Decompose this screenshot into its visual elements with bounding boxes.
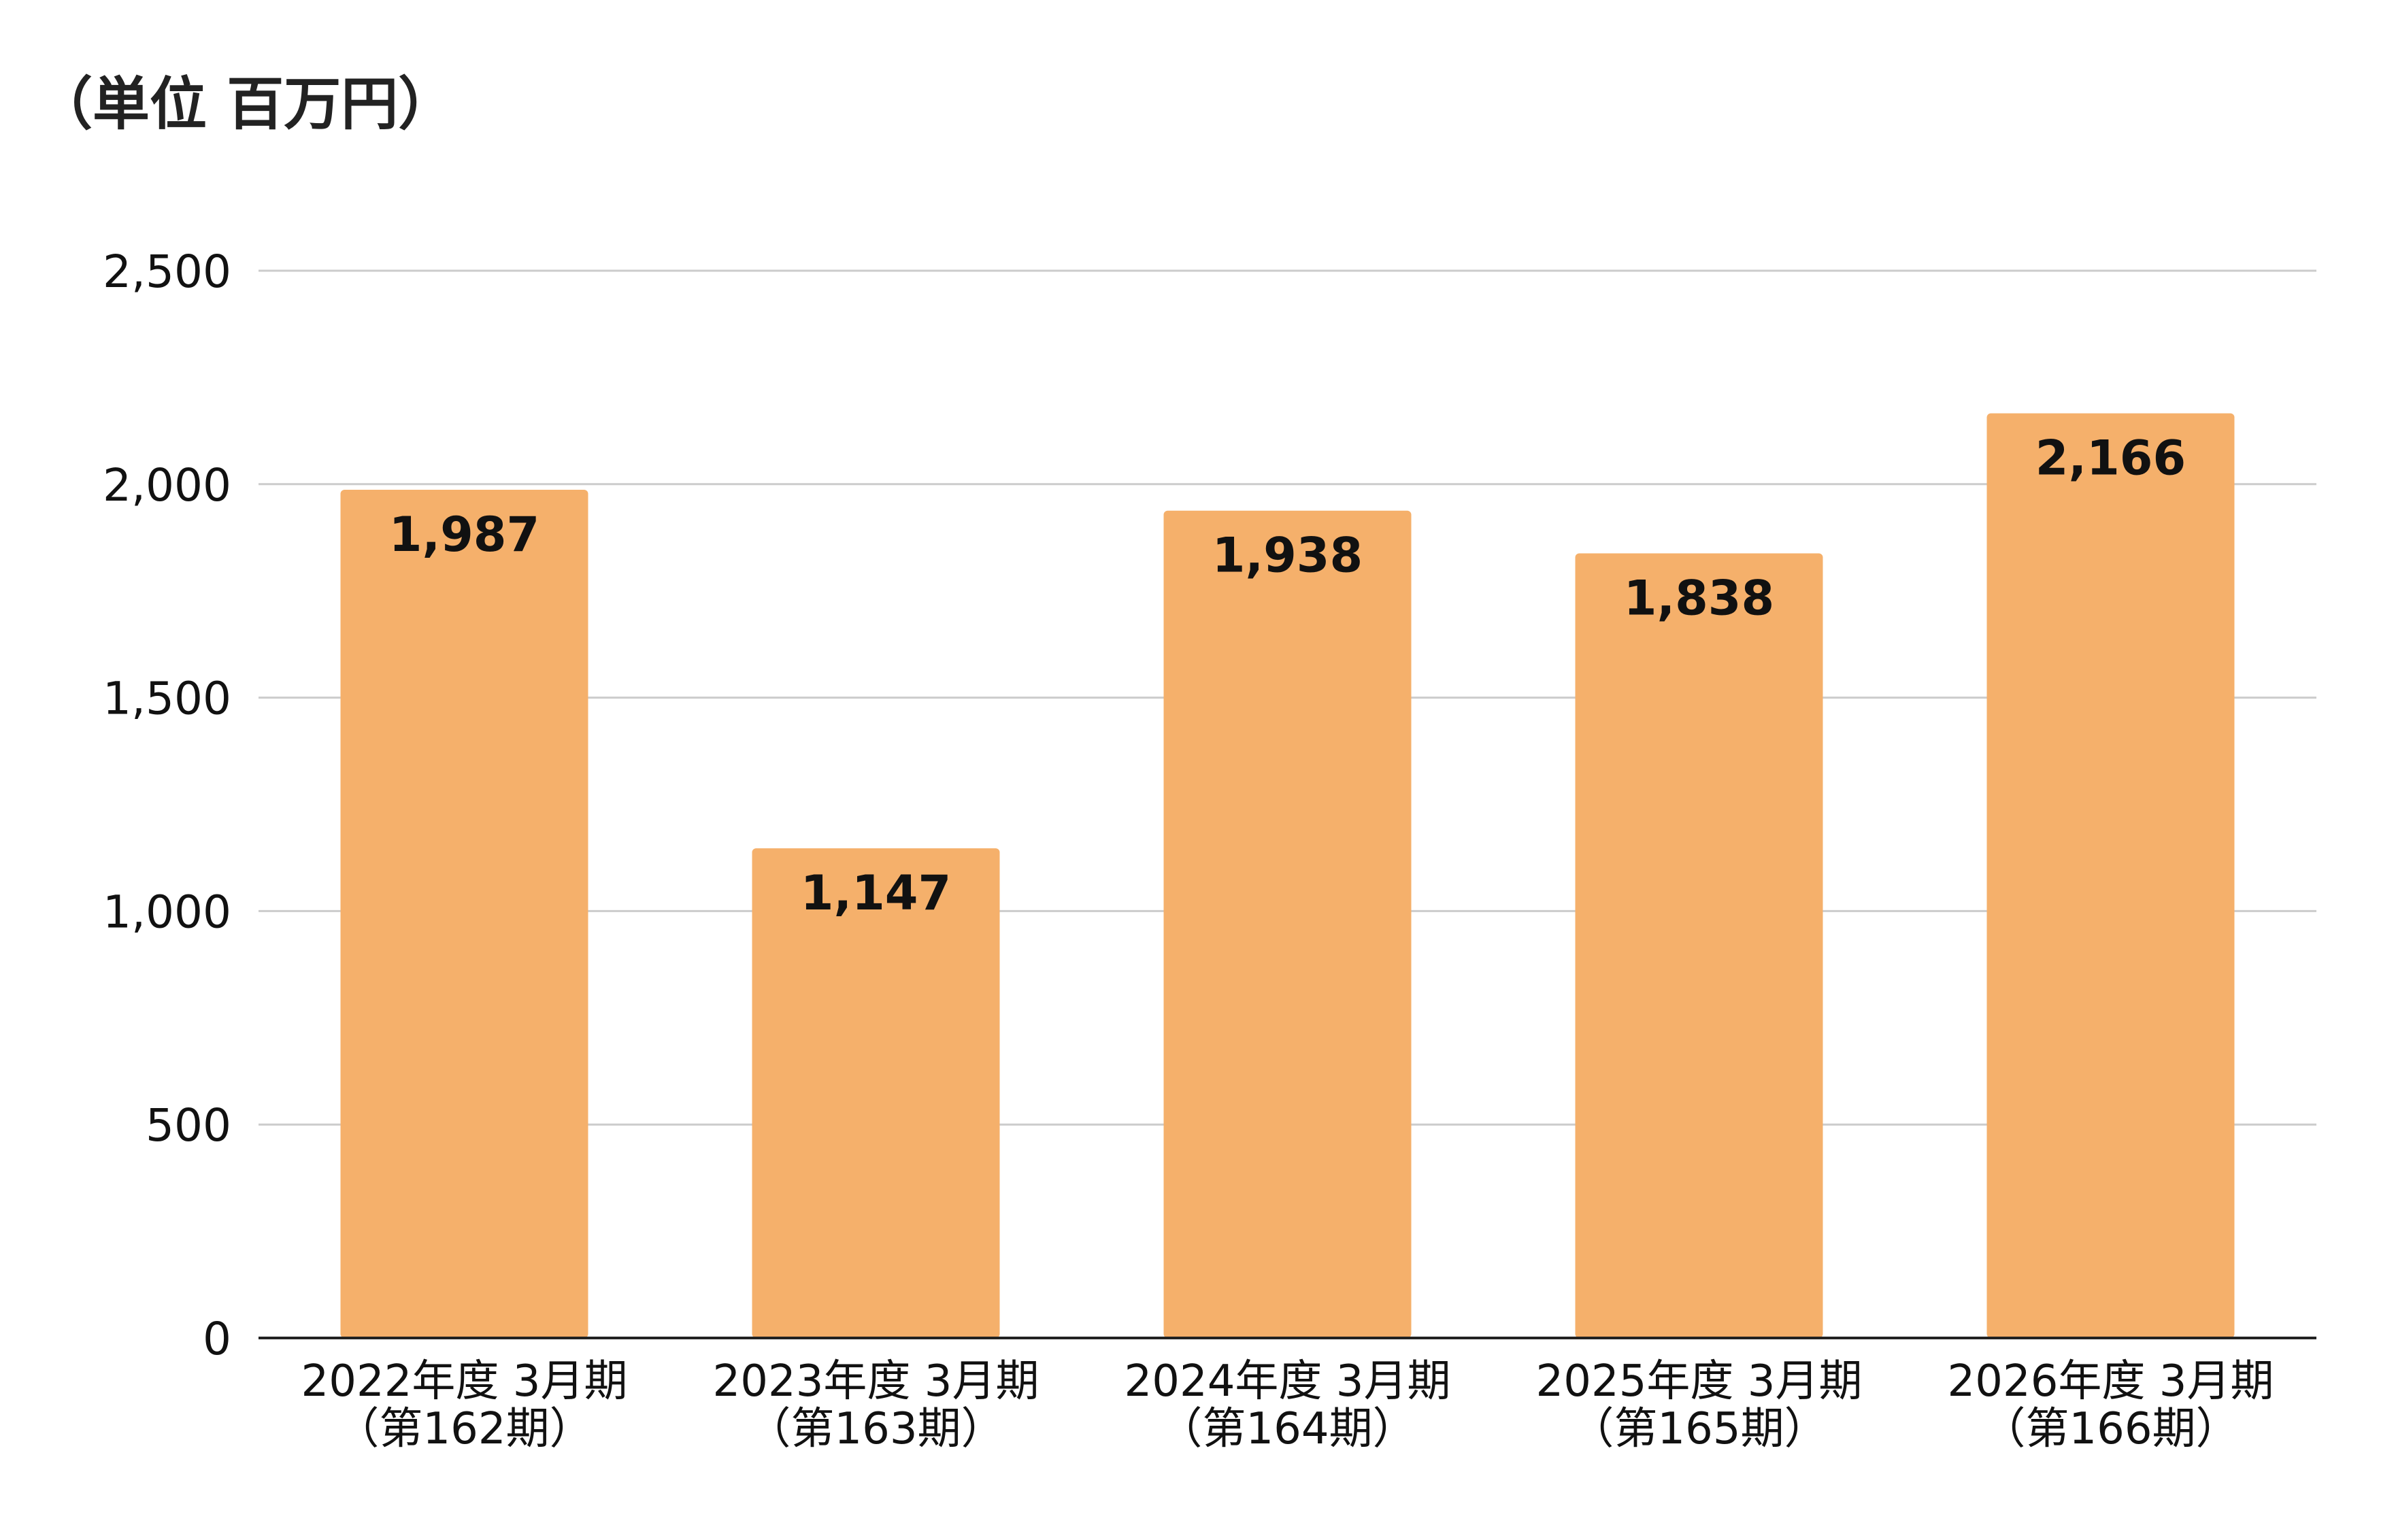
y-tick-label: 2,000: [103, 459, 231, 512]
x-tick-label: 2023年度 3月期: [713, 1356, 1039, 1407]
data-label: 2,166: [2035, 431, 2186, 486]
x-tick-label: 2026年度 3月期: [1948, 1356, 2274, 1407]
x-tick-label: （第163期）: [747, 1404, 1004, 1454]
data-label: 1,987: [389, 507, 539, 563]
x-tick-label: （第164期）: [1159, 1404, 1416, 1454]
bar: [752, 848, 1000, 1338]
x-tick-label: （第162期）: [335, 1404, 593, 1454]
x-tick-label: 2025年度 3月期: [1536, 1356, 1863, 1407]
y-tick-label: 500: [146, 1099, 231, 1152]
bars: [340, 413, 2235, 1339]
x-tick-label: 2022年度 3月期: [301, 1356, 628, 1407]
unit-label: （単位 百万円）: [35, 71, 456, 137]
bar: [1575, 553, 1823, 1338]
y-tick-label: 1,500: [103, 673, 231, 725]
data-label: 1,838: [1624, 570, 1774, 626]
bar: [1986, 413, 2235, 1338]
y-tick-label: 1,000: [103, 886, 231, 938]
bar: [1163, 510, 1412, 1338]
x-tick-label: （第165期）: [1570, 1404, 1827, 1454]
x-tick-label: （第166期）: [1982, 1404, 2239, 1454]
y-tick-label: 0: [203, 1313, 231, 1365]
data-label: 1,147: [801, 865, 951, 921]
data-label: 1,938: [1212, 528, 1363, 584]
bar: [340, 489, 588, 1339]
x-tick-label: 2024年度 3月期: [1125, 1356, 1451, 1407]
y-tick-label: 2,500: [103, 246, 231, 298]
